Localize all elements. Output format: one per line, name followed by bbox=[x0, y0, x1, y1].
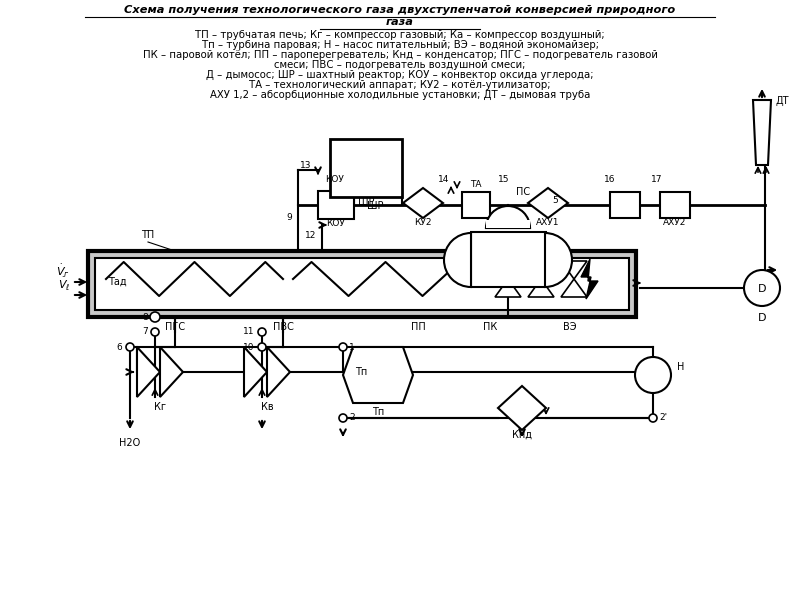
Text: 12: 12 bbox=[305, 231, 316, 240]
Text: $\dot{V}_{г}$: $\dot{V}_{г}$ bbox=[56, 263, 70, 280]
Circle shape bbox=[258, 343, 266, 351]
Polygon shape bbox=[498, 386, 546, 430]
Polygon shape bbox=[403, 188, 443, 218]
Text: Кв: Кв bbox=[261, 402, 274, 412]
Circle shape bbox=[649, 414, 657, 422]
Text: Д – дымосос; ШР – шахтный реактор; КОУ – конвектор оксида углерода;: Д – дымосос; ШР – шахтный реактор; КОУ –… bbox=[206, 70, 594, 80]
Text: 14: 14 bbox=[438, 175, 449, 184]
Bar bbox=[95, 258, 629, 310]
Text: Н: Н bbox=[677, 362, 684, 372]
Bar bbox=[88, 251, 636, 317]
Text: ДТ: ДТ bbox=[776, 96, 790, 106]
Polygon shape bbox=[528, 261, 554, 279]
Polygon shape bbox=[528, 188, 568, 218]
Text: Н2О: Н2О bbox=[119, 438, 141, 448]
Text: ПК – паровой котёл; ПП – пароперегреватель; Кнд – конденсатор; ПГС – подогревате: ПК – паровой котёл; ПП – пароперегревате… bbox=[142, 50, 658, 60]
Text: 15: 15 bbox=[498, 175, 510, 184]
Circle shape bbox=[126, 343, 134, 351]
Text: 10: 10 bbox=[242, 343, 254, 352]
Text: АХУ 1,2 – абсорбционные холодильные установки; ДТ – дымовая труба: АХУ 1,2 – абсорбционные холодильные уста… bbox=[210, 90, 590, 100]
Bar bbox=[610, 192, 640, 218]
Circle shape bbox=[151, 328, 159, 336]
Circle shape bbox=[635, 357, 671, 393]
Text: ТА – технологический аппарат; КУ2 – котёл-утилизатор;: ТА – технологический аппарат; КУ2 – котё… bbox=[250, 80, 550, 90]
Polygon shape bbox=[495, 279, 521, 297]
Text: 16: 16 bbox=[604, 175, 616, 184]
Text: АХУ2: АХУ2 bbox=[663, 218, 686, 227]
Text: 13: 13 bbox=[300, 161, 312, 170]
Polygon shape bbox=[343, 347, 413, 403]
Polygon shape bbox=[160, 347, 183, 397]
Polygon shape bbox=[528, 279, 554, 297]
Text: смеси; ПВС – подогреватель воздушной смеси;: смеси; ПВС – подогреватель воздушной сме… bbox=[274, 60, 526, 70]
Text: ВЭ: ВЭ bbox=[563, 322, 577, 332]
Text: ПС: ПС bbox=[516, 187, 530, 197]
Text: ТА: ТА bbox=[470, 180, 482, 189]
Text: Схема получения технологического газа двухступенчатой конверсией природного: Схема получения технологического газа дв… bbox=[124, 5, 676, 15]
Text: Тп: Тп bbox=[372, 407, 384, 417]
Polygon shape bbox=[581, 259, 598, 299]
Bar bbox=[486, 220, 530, 228]
Polygon shape bbox=[137, 347, 160, 397]
Text: 8: 8 bbox=[142, 313, 148, 322]
Text: Кнд: Кнд bbox=[512, 430, 532, 440]
Text: 11: 11 bbox=[242, 328, 254, 337]
Text: 2: 2 bbox=[349, 413, 354, 422]
Text: ПГС: ПГС bbox=[165, 322, 185, 332]
Polygon shape bbox=[495, 261, 521, 279]
Text: D: D bbox=[758, 284, 766, 294]
Wedge shape bbox=[545, 233, 572, 287]
Polygon shape bbox=[753, 100, 771, 165]
Text: 17: 17 bbox=[651, 175, 662, 184]
Circle shape bbox=[150, 312, 160, 322]
Bar bbox=[330, 139, 402, 197]
Bar bbox=[660, 192, 690, 218]
Text: 6: 6 bbox=[116, 343, 122, 352]
Text: КУ2: КУ2 bbox=[414, 218, 432, 227]
Text: ШР: ШР bbox=[366, 201, 383, 211]
Wedge shape bbox=[486, 206, 530, 228]
Text: 7: 7 bbox=[142, 328, 148, 337]
Text: ПВС: ПВС bbox=[273, 322, 294, 332]
Wedge shape bbox=[444, 233, 471, 287]
Polygon shape bbox=[267, 347, 290, 397]
Circle shape bbox=[258, 328, 266, 336]
Text: 9: 9 bbox=[286, 213, 292, 222]
Bar bbox=[318, 191, 354, 219]
Bar bbox=[462, 192, 490, 218]
Text: газа: газа bbox=[386, 17, 414, 27]
Text: Тп: Тп bbox=[355, 367, 367, 377]
Text: АХУ1: АХУ1 bbox=[536, 218, 560, 227]
Polygon shape bbox=[561, 261, 587, 279]
Text: КОУ: КОУ bbox=[326, 175, 345, 184]
Text: 2': 2' bbox=[659, 413, 667, 422]
Text: Тп – турбина паровая; Н – насос питательный; ВЭ – водяной экономайзер;: Тп – турбина паровая; Н – насос питатель… bbox=[202, 40, 598, 50]
Text: ТП: ТП bbox=[142, 230, 154, 240]
Text: $\dot{V}_{\ell}$: $\dot{V}_{\ell}$ bbox=[58, 276, 70, 293]
Text: КОУ: КОУ bbox=[326, 219, 346, 228]
Text: 1: 1 bbox=[349, 343, 354, 352]
Text: ПК: ПК bbox=[483, 322, 497, 332]
Text: 5: 5 bbox=[552, 196, 558, 205]
Text: Тад: Тад bbox=[108, 277, 126, 287]
Circle shape bbox=[339, 414, 347, 422]
Bar bbox=[471, 232, 546, 287]
Text: D: D bbox=[758, 313, 766, 323]
Circle shape bbox=[339, 343, 347, 351]
Text: Кг: Кг bbox=[154, 402, 166, 412]
Text: ТП – трубчатая печь; Кг – компрессор газовый; Ка – компрессор воздушный;: ТП – трубчатая печь; Кг – компрессор газ… bbox=[195, 30, 605, 40]
Text: ПП: ПП bbox=[410, 322, 426, 332]
Polygon shape bbox=[561, 279, 587, 297]
Polygon shape bbox=[244, 347, 267, 397]
Text: ШР: ШР bbox=[358, 197, 374, 207]
Circle shape bbox=[744, 270, 780, 306]
